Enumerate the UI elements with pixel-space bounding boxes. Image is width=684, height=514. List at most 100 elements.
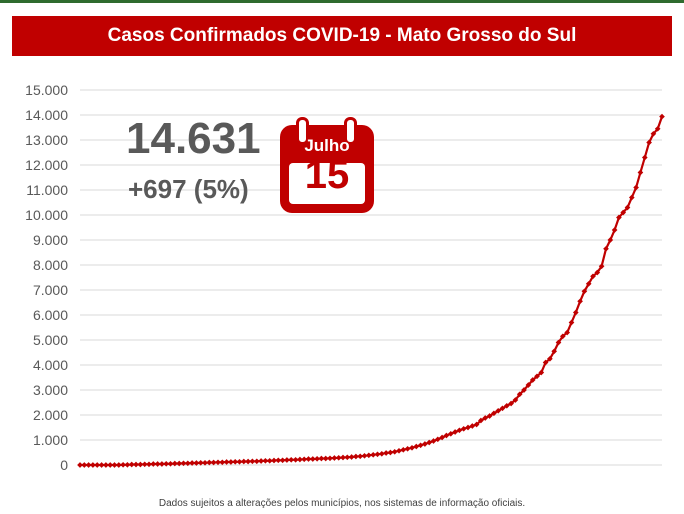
- data-point: [503, 402, 510, 409]
- data-point: [400, 446, 407, 453]
- data-point: [650, 130, 657, 137]
- data-point: [495, 407, 502, 414]
- data-point: [210, 459, 217, 466]
- data-point: [271, 457, 277, 464]
- data-point: [365, 452, 372, 459]
- data-point: [133, 461, 139, 468]
- data-point: [228, 459, 234, 465]
- data-point: [391, 448, 398, 455]
- data-point: [646, 139, 652, 146]
- data-point: [189, 460, 195, 466]
- data-point: [482, 415, 489, 421]
- data-point: [77, 462, 83, 468]
- y-tick-label: 9.000: [33, 232, 68, 248]
- data-point: [396, 447, 402, 454]
- data-point: [327, 455, 333, 462]
- data-point: [115, 462, 122, 468]
- daily-increase: +697 (5%): [128, 174, 249, 204]
- data-point: [81, 462, 88, 468]
- data-point: [348, 454, 355, 460]
- calendar-ring-right: [344, 117, 357, 145]
- data-point: [279, 457, 286, 464]
- data-point: [284, 457, 290, 463]
- data-point: [456, 427, 463, 434]
- y-tick-label: 8.000: [33, 257, 68, 273]
- data-point: [603, 245, 609, 252]
- data-point: [378, 450, 385, 457]
- data-point: [538, 369, 545, 376]
- data-point: [90, 462, 96, 468]
- data-point: [292, 456, 299, 463]
- data-point: [460, 425, 467, 432]
- data-point: [275, 457, 282, 464]
- data-point: [581, 288, 588, 295]
- data-point: [219, 459, 226, 466]
- data-point: [305, 456, 312, 462]
- data-point: [616, 214, 622, 221]
- title-bar: Casos Confirmados COVID-19 - Mato Grosso…: [12, 16, 672, 56]
- data-point: [98, 462, 105, 468]
- data-point: [430, 438, 437, 444]
- data-point: [340, 454, 346, 461]
- data-point: [551, 348, 558, 355]
- data-point: [344, 454, 351, 461]
- data-point: [124, 461, 131, 468]
- data-point: [193, 460, 200, 466]
- data-point: [628, 194, 635, 201]
- data-point: [262, 457, 269, 464]
- data-point: [659, 113, 665, 120]
- data-point: [137, 461, 144, 468]
- data-point: [370, 451, 377, 458]
- data-point: [146, 461, 152, 468]
- data-point: [590, 273, 596, 280]
- data-point: [249, 458, 256, 465]
- data-point: [512, 397, 519, 403]
- calendar-page: [289, 163, 365, 204]
- data-point: [607, 237, 614, 243]
- data-point: [163, 460, 170, 467]
- data-point: [585, 280, 592, 287]
- data-point: [534, 373, 540, 380]
- data-point: [180, 460, 187, 467]
- data-point: [465, 424, 471, 431]
- data-point: [417, 442, 424, 449]
- data-point: [128, 461, 135, 468]
- y-tick-label: 15.000: [25, 82, 68, 98]
- data-point: [202, 459, 208, 466]
- data-point: [521, 387, 527, 393]
- data-point: [413, 443, 420, 450]
- data-point: [236, 458, 243, 465]
- data-point: [598, 263, 605, 270]
- y-tick-label: 12.000: [25, 157, 68, 173]
- data-point: [478, 417, 484, 424]
- y-tick-label: 13.000: [25, 132, 68, 148]
- data-point: [107, 462, 114, 468]
- data-point: [94, 462, 101, 468]
- data-point: [491, 410, 497, 417]
- data-point: [150, 461, 157, 467]
- calendar-icon: Julho 15: [280, 117, 374, 213]
- y-tick-label: 2.000: [33, 407, 68, 423]
- data-point: [486, 413, 493, 419]
- y-tick-label: 10.000: [25, 207, 68, 223]
- chart-title: Casos Confirmados COVID-19 - Mato Grosso…: [107, 25, 577, 46]
- data-point: [197, 459, 204, 466]
- data-point: [309, 456, 316, 462]
- data-point: [141, 461, 148, 468]
- data-point: [266, 457, 273, 464]
- data-point: [641, 154, 648, 161]
- data-point: [331, 455, 338, 461]
- data-point: [301, 456, 308, 463]
- data-point: [258, 458, 264, 464]
- data-point: [594, 269, 601, 276]
- data-point: [253, 458, 260, 465]
- data-point: [469, 423, 476, 429]
- data-point: [383, 450, 389, 456]
- data-point: [447, 430, 454, 437]
- data-point: [426, 439, 433, 446]
- data-point: [525, 382, 532, 388]
- footnote: Dados sujeitos a alterações pelos municí…: [158, 498, 526, 509]
- data-point: [547, 355, 553, 362]
- data-point: [314, 455, 320, 462]
